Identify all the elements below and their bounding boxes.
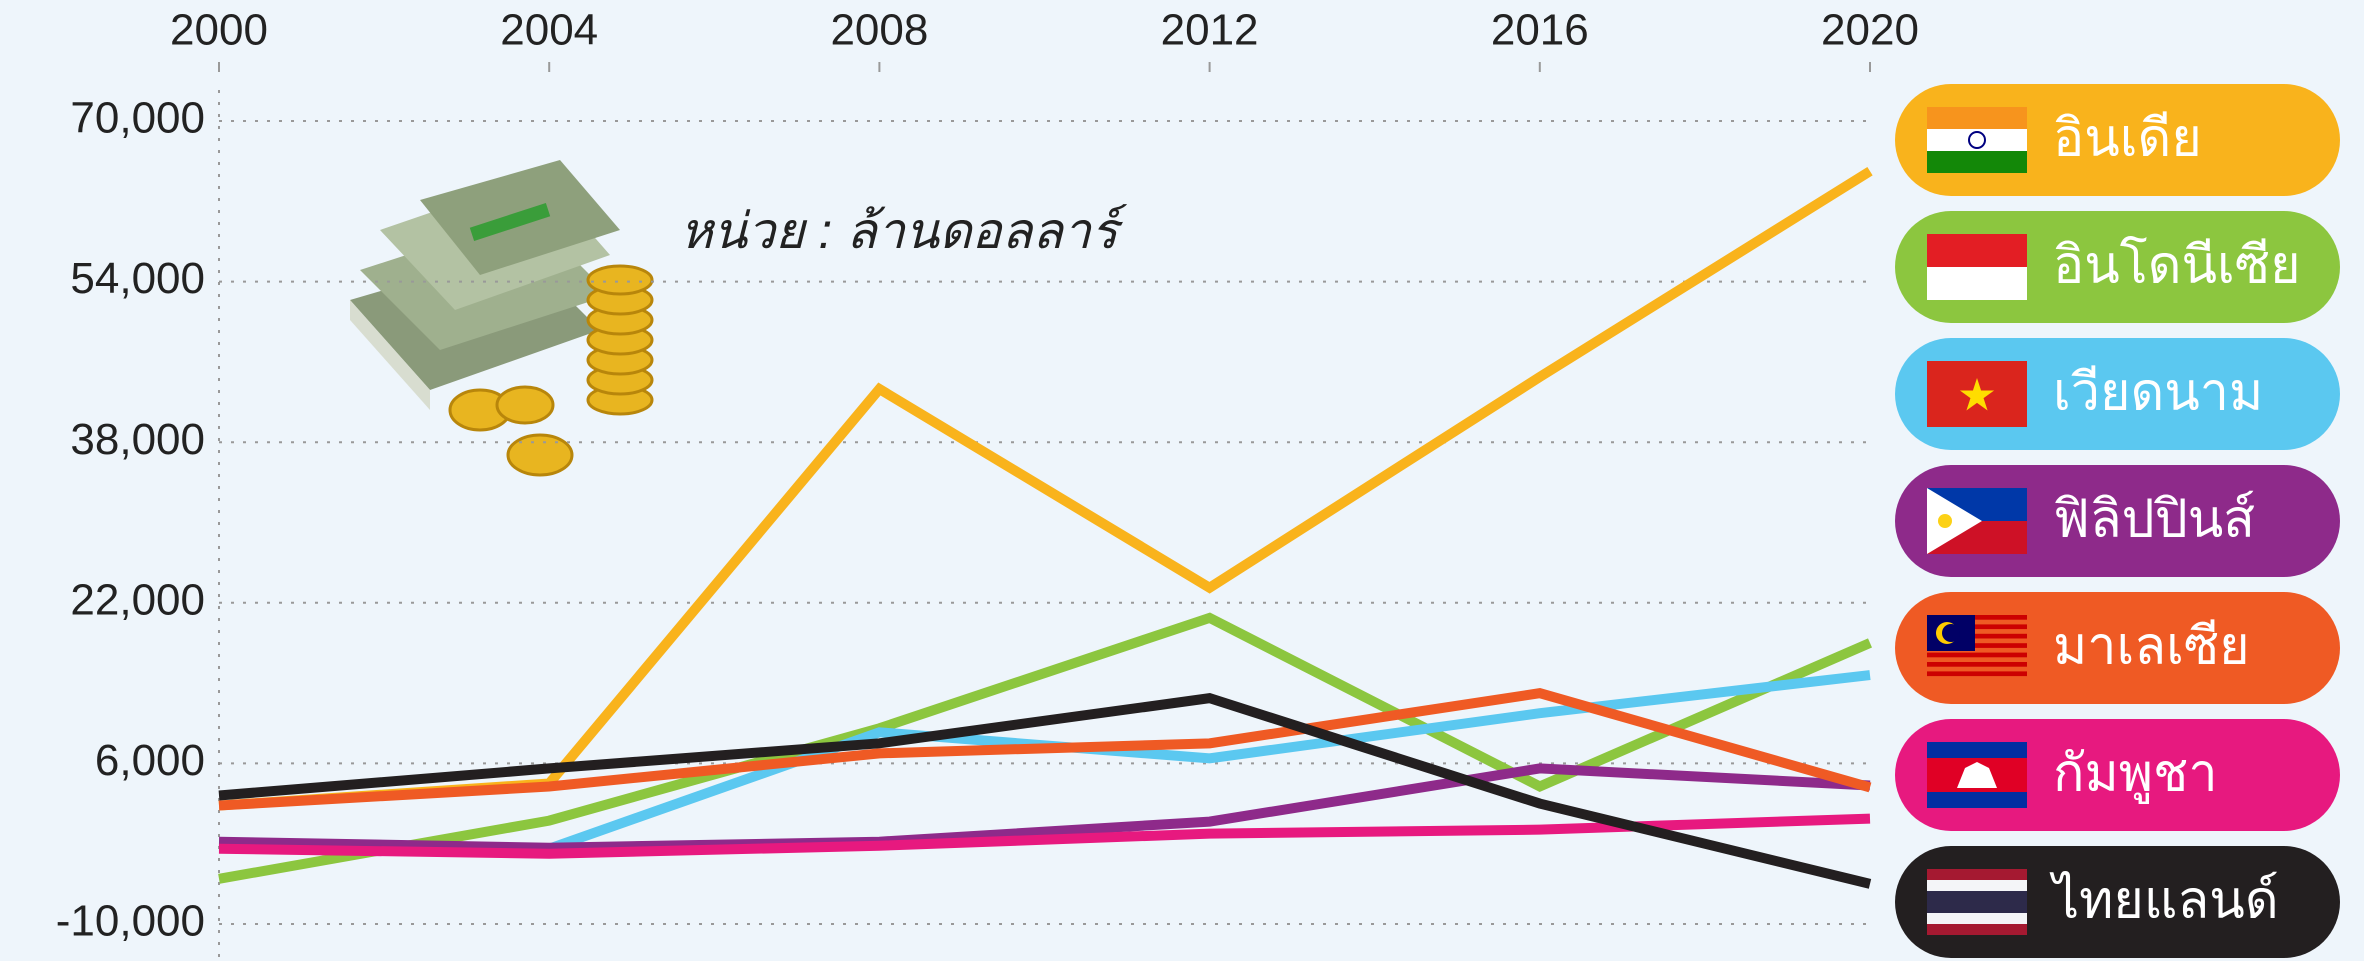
series-line (218, 813, 1871, 859)
legend-label: เวียดนาม (2053, 364, 2263, 422)
legend-item: เวียดนาม (1895, 338, 2340, 450)
flag (1927, 267, 2027, 300)
y-tick-label: 70,000 (70, 94, 205, 143)
series-line (218, 612, 1872, 884)
flag (1938, 514, 1952, 528)
flag (1927, 615, 2027, 620)
flag (1942, 624, 1960, 642)
flag (1927, 662, 2027, 667)
flag (1927, 891, 2027, 913)
legend-item: อินโดนีเซีย (1895, 211, 2340, 323)
x-tick-label: 2000 (170, 6, 268, 55)
flag (1927, 129, 2027, 151)
legend-label: กัมพูชา (2053, 745, 2218, 805)
flag (1927, 671, 2027, 677)
legend-item: ฟิลิปปินส์ (1895, 465, 2340, 577)
legend-item: อินเดีย (1895, 84, 2340, 196)
legend-item: ไทยแลนด์ (1895, 846, 2340, 958)
flag (1927, 234, 2027, 267)
legend-label: ไทยแลนด์ (2049, 871, 2279, 930)
flag (1927, 107, 2027, 129)
x-tick-label: 2008 (830, 6, 928, 55)
y-tick-label: 22,000 (70, 575, 205, 624)
x-tick-label: 2020 (1821, 6, 1919, 55)
flag (1927, 151, 2027, 173)
legend-label: อินเดีย (2053, 110, 2202, 168)
flag (1957, 762, 1997, 788)
legend-item: มาเลเซีย (1895, 592, 2340, 704)
legend-label: มาเลเซีย (2053, 618, 2250, 676)
flag (1927, 624, 2027, 630)
legend-label: อินโดนีเซีย (2053, 236, 2301, 295)
series-line (218, 693, 1872, 889)
y-tick-label: 38,000 (70, 415, 205, 464)
flag (1968, 131, 1986, 149)
unit-annotation: หน่วย : ล้านดอลลาร์ (680, 203, 1128, 259)
legend-label: ฟิลิปปินส์ (2053, 491, 2255, 549)
flag (1927, 488, 1982, 554)
series-line (218, 688, 1872, 811)
flag (1927, 643, 2027, 648)
flag (1927, 633, 2027, 639)
y-tick-label: -10,000 (56, 897, 205, 946)
x-tick-label: 2004 (500, 6, 598, 55)
flag (1927, 652, 2027, 658)
flag (1959, 378, 1995, 411)
y-tick-label: 54,000 (70, 254, 205, 303)
x-tick-label: 2016 (1491, 6, 1589, 55)
series-line (218, 763, 1871, 853)
legend-item: กัมพูชา (1895, 719, 2340, 831)
y-tick-label: 6,000 (95, 736, 205, 785)
x-tick-label: 2012 (1161, 6, 1259, 55)
